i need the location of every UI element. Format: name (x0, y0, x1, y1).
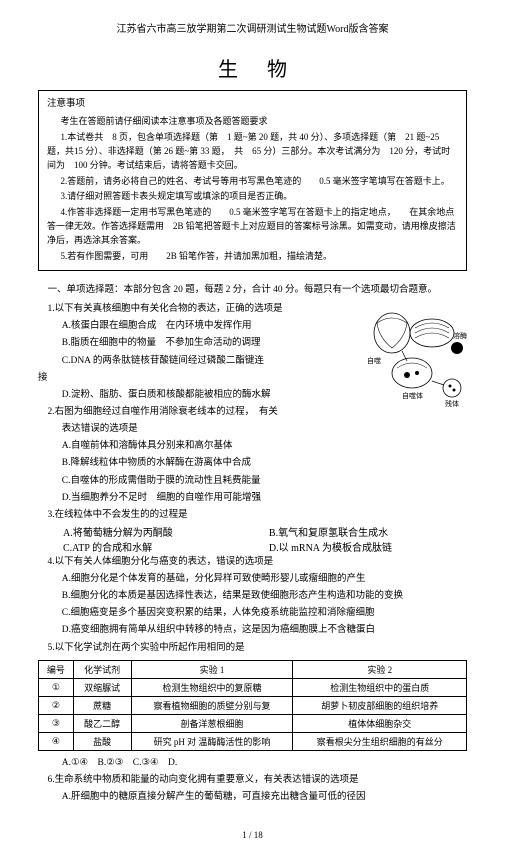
svg-text:溶酶体: 溶酶体 (453, 331, 467, 340)
q4-c: C.细胞癌变是多个基因突变积累的结果，人体免疫系统能监控和消除瘤细胞 (38, 605, 467, 621)
q2-stem2: 表达错误的选项是 (38, 421, 467, 437)
page-footer: 1 / 18 (38, 830, 467, 840)
q2-b: B.降解线粒体中物质的水解酶在游离体中合成 (38, 455, 467, 471)
cell-diagram: 溶酶体 自噬 自噬体 残体 (357, 303, 467, 413)
notice-item: 4.作答非选择题一定用书写黑色笔迹的 0.5 毫米签字笔写在答题卡上的指定地点，… (47, 205, 458, 248)
q3-c: C.ATP 的合成和水解 (38, 539, 244, 554)
notice-intro: 考生在答题前请仔细阅读本注意事项及各题答题要求 (47, 114, 458, 128)
q4-stem: 4.以下有关人体细胞分化与癌变的表达，错误的选项是 (38, 554, 467, 570)
section-title: 一、单项选择题：本部分包含 20 题，每题 2 分，合计 40 分。每题只有一个… (38, 281, 467, 295)
q3-d: D.以 mRNA 为模板合成肽链 (244, 539, 392, 554)
subject-title: 生 物 (38, 53, 467, 82)
q4-b: B.细胞分化的本质是基因选择性表达，结果是致使细胞形态产生构造和功能的变换 (38, 588, 467, 604)
q2-d: D.当细胞养分不足时 细胞的自噬作用可能增强 (38, 490, 467, 506)
notice-heading: 注意事项 (47, 97, 458, 112)
q2-c: C.自噬体的形成需借助于膜的流动性且耗费能量 (38, 473, 467, 489)
q2-a: A.自噬前体和溶酶体具分别来和高尔基体 (38, 438, 467, 454)
experiment-table: 编号 化学试剂 实验 1 实验 2 ①双缩脲试检测生物组织中的复原糖检测生物组织… (38, 660, 467, 751)
table-row: ④盐酸研究 pH 对 温酶酶活性的影响察看根尖分生组织细胞的有丝分 (39, 732, 467, 750)
th: 实验 2 (293, 660, 467, 678)
table-row: ②蔗糖察看植物细胞的质壁分别与复胡萝卜韧皮部细胞的组织培养 (39, 696, 467, 714)
th: 实验 1 (131, 660, 293, 678)
th: 化学试剂 (73, 660, 131, 678)
q5-stem: 5.以下化学试剂在两个实验中所起作用相同的是 (38, 640, 467, 656)
q3-a: A.将葡萄糖分解为丙酮酸 (38, 524, 244, 539)
q4-d: D.癌变细胞拥有简单从组织中转移的特点，这是因为癌细胞膜上不含糖蛋白 (38, 622, 467, 638)
notice-item: 1.本试卷共 8 页，包含单项选择题（第 1 题~第 20 题，共 40 分）、… (47, 130, 458, 173)
notice-item: 5.若有作图需要，可用 2B 铅笔作答，并请加黑加粗，描绘清楚。 (47, 249, 458, 263)
table-row: ①双缩脲试检测生物组织中的复原糖检测生物组织中的蛋白质 (39, 678, 467, 696)
q6-a: A.肝细胞中的糖原直接分解产生的葡萄糖，可直接充出糖含量可低的径因 (38, 789, 467, 805)
q3-b: B.氧气和复原氢联合生成水 (244, 524, 388, 539)
svg-text:自噬体: 自噬体 (402, 391, 423, 400)
table-row: ③酸乙二醇剖备洋葱根细胞植体体细胞杂交 (39, 714, 467, 732)
q5-ans: A.①④ B.②③ C.③④ D. (38, 755, 467, 771)
notice-item: 2.答题前，请务必将自己的姓名、考试号等用书写黑色笔迹的 0.5 毫米签字笔填写… (47, 174, 458, 188)
page-header: 江苏省六市高三放学期第二次调研测试生物试题Word版含答案 (38, 20, 467, 35)
q6-stem: 6.生命系统中物质和能量的动向变化拥有重要意义，有关表达错误的选项是 (38, 772, 467, 788)
q3-stem: 3.在线粒体中不会发生的的过程是 (38, 507, 467, 523)
notice-box: 注意事项 考生在答题前请仔细阅读本注意事项及各题答题要求 1.本试卷共 8 页，… (38, 90, 467, 271)
th: 编号 (39, 660, 74, 678)
notice-item: 3.请仔细对照答题卡表头规定填写或填涂的项目是否正确。 (47, 189, 458, 203)
svg-text:自噬: 自噬 (367, 356, 381, 365)
q4-a: A.细胞分化是个体发育的基础，分化异样可致使畸形婴儿或瘤细胞的产生 (38, 571, 467, 587)
svg-text:残体: 残体 (445, 399, 459, 408)
